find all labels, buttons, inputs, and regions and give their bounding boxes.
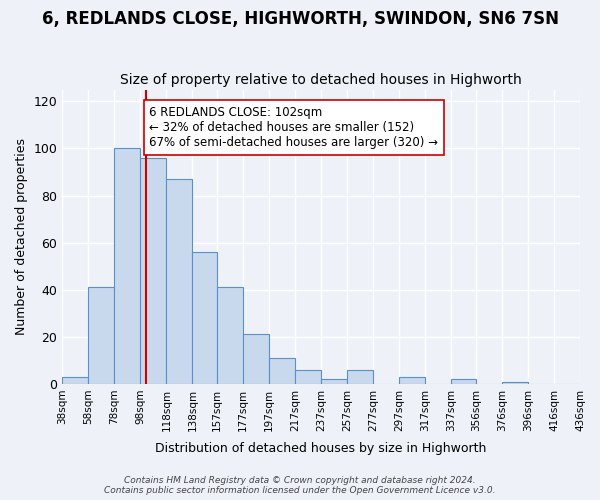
Bar [140, 158, 166, 384]
Bar [451, 379, 476, 384]
Title: Size of property relative to detached houses in Highworth: Size of property relative to detached ho… [120, 73, 522, 87]
Bar [115, 148, 140, 384]
Bar [217, 288, 243, 384]
Bar [295, 370, 321, 384]
Bar [62, 377, 88, 384]
Bar [347, 370, 373, 384]
Bar [88, 288, 115, 384]
Bar [243, 334, 269, 384]
Bar [321, 379, 347, 384]
Text: Contains HM Land Registry data © Crown copyright and database right 2024.
Contai: Contains HM Land Registry data © Crown c… [104, 476, 496, 495]
Text: 6 REDLANDS CLOSE: 102sqm
← 32% of detached houses are smaller (152)
67% of semi-: 6 REDLANDS CLOSE: 102sqm ← 32% of detach… [149, 106, 439, 149]
X-axis label: Distribution of detached houses by size in Highworth: Distribution of detached houses by size … [155, 442, 487, 455]
Bar [269, 358, 295, 384]
Text: 6, REDLANDS CLOSE, HIGHWORTH, SWINDON, SN6 7SN: 6, REDLANDS CLOSE, HIGHWORTH, SWINDON, S… [41, 10, 559, 28]
Bar [502, 382, 528, 384]
Bar [166, 179, 193, 384]
Bar [193, 252, 217, 384]
Y-axis label: Number of detached properties: Number of detached properties [15, 138, 28, 335]
Bar [399, 377, 425, 384]
